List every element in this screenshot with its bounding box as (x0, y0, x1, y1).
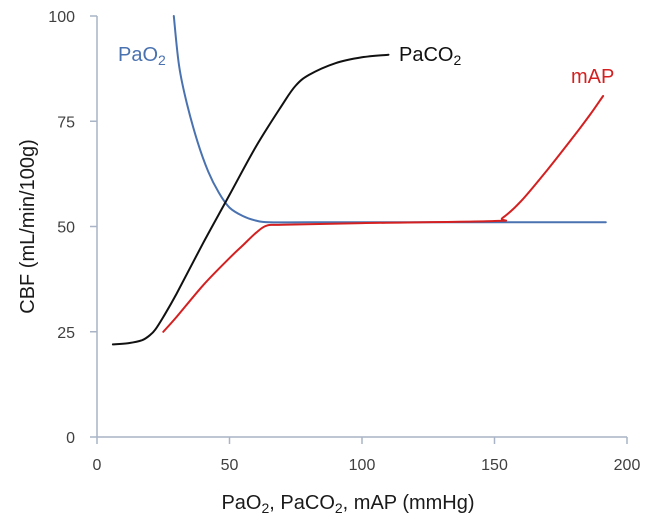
series-line-paco (111, 53, 390, 346)
series-line-map (162, 95, 605, 333)
series-layer (111, 15, 607, 346)
y-tick-label: 0 (66, 430, 75, 447)
y-tick-label: 100 (48, 9, 75, 26)
y-tick-label: 75 (57, 114, 75, 131)
x-axis-title: PaO2, PaCO2, mAP (mmHg) (221, 492, 474, 516)
x-tick-label: 150 (481, 457, 508, 474)
series-line-pao (172, 15, 607, 224)
axes: 0 25 50 75 100 0 50 100 150 200 CBF (mL/min/100g) P… (17, 9, 640, 516)
y-axis-title: CBF (mL/min/100g) (17, 139, 39, 314)
x-tick-label: 200 (614, 457, 641, 474)
x-tick-label: 100 (349, 457, 376, 474)
x-tick-label: 0 (93, 457, 102, 474)
series-label-pao: PaO2 (118, 44, 166, 68)
x-tick-label: 50 (221, 457, 239, 474)
labels-layer: PaO2 PaCO2 mAP (118, 44, 614, 88)
series-label-map: mAP (571, 66, 614, 88)
y-tick-label: 25 (57, 325, 75, 342)
series-label-paco: PaCO2 (399, 44, 461, 68)
y-tick-label: 50 (57, 220, 75, 237)
